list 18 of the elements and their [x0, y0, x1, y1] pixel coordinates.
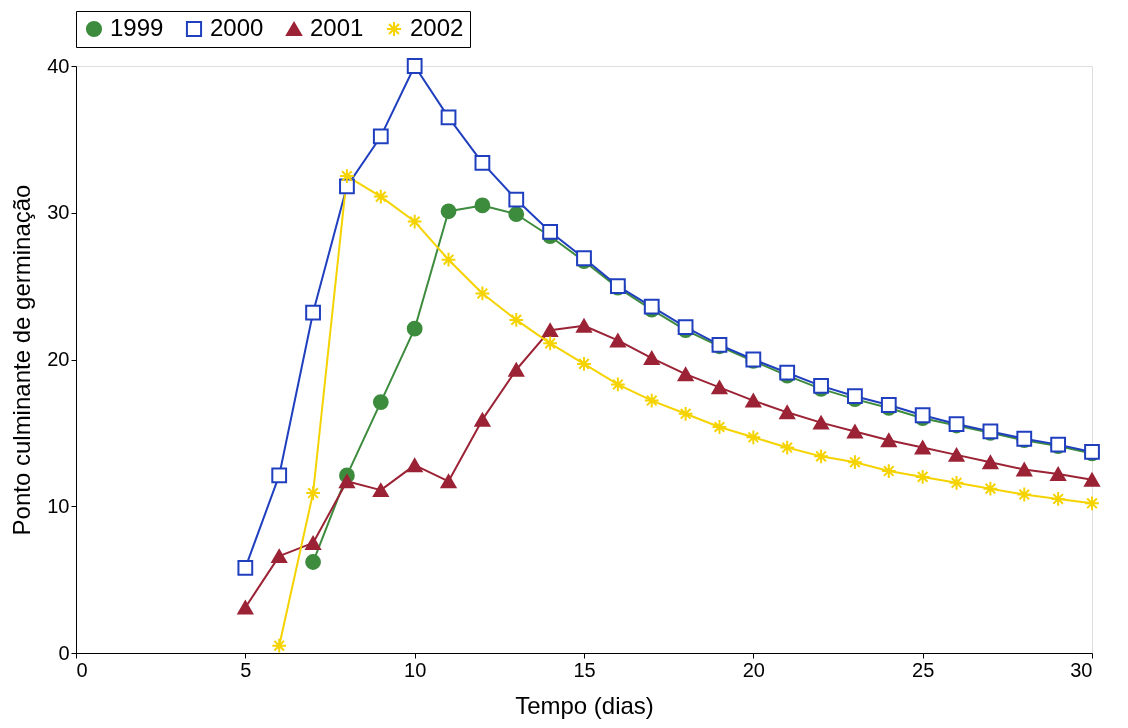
x-tick-label: 25	[912, 658, 935, 681]
y-tick-label: 30	[47, 201, 70, 224]
x-tick-label: 20	[742, 658, 765, 681]
legend-label: 2000	[210, 14, 264, 41]
y-tick-label: 10	[47, 494, 70, 517]
legend-label: 2001	[310, 14, 364, 41]
x-tick-label: 10	[404, 658, 427, 681]
x-tick-label: 30	[1070, 658, 1093, 681]
y-tick-label: 40	[47, 54, 70, 77]
legend-label: 2002	[410, 14, 464, 41]
y-tick-label: 20	[47, 348, 70, 370]
y-tick-label: 0	[58, 641, 70, 664]
x-tick-label: 0	[76, 658, 88, 681]
legend-label: 1999	[110, 14, 164, 41]
x-tick-label: 15	[573, 658, 596, 681]
x-axis-title: Tempo (dias)	[515, 691, 654, 719]
y-axis-title: Ponto culminante de germinação	[8, 184, 36, 536]
x-tick-label: 5	[240, 658, 252, 681]
